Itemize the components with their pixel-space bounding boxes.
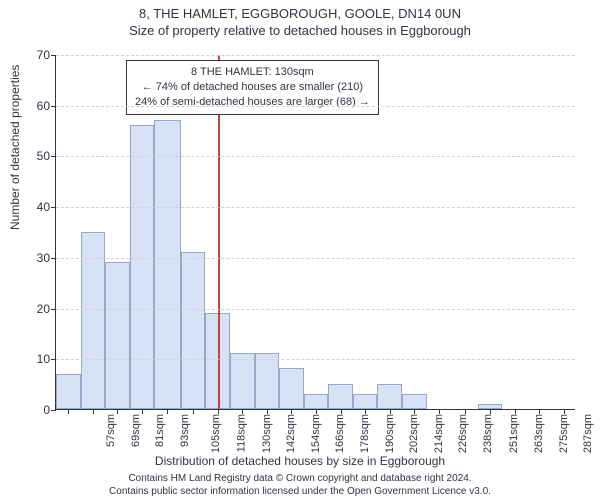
footer-attribution: Contains HM Land Registry data © Crown c… bbox=[0, 473, 600, 498]
y-tick-label: 30 bbox=[37, 251, 50, 265]
chart-title-sub: Size of property relative to detached ho… bbox=[0, 21, 600, 38]
histogram-bar bbox=[56, 374, 81, 410]
x-tick-mark bbox=[490, 409, 491, 414]
plot-area: 8 THE HAMLET: 130sqm← 74% of detached ho… bbox=[55, 55, 575, 410]
x-tick-label: 226sqm bbox=[457, 414, 469, 453]
x-tick-label: 69sqm bbox=[130, 414, 142, 447]
histogram-bar bbox=[279, 368, 304, 409]
x-tick-mark bbox=[390, 409, 391, 414]
x-tick-mark bbox=[142, 409, 143, 414]
x-tick-mark bbox=[167, 409, 168, 414]
histogram-bar bbox=[304, 394, 329, 409]
grid-line bbox=[56, 55, 575, 56]
annotation-line: ← 74% of detached houses are smaller (21… bbox=[135, 80, 370, 95]
y-tick-mark bbox=[51, 309, 56, 310]
x-tick-label: 105sqm bbox=[210, 414, 222, 453]
y-tick-label: 20 bbox=[37, 302, 50, 316]
x-tick-mark bbox=[414, 409, 415, 414]
y-tick-label: 50 bbox=[37, 149, 50, 163]
histogram-bar bbox=[255, 353, 280, 409]
x-tick-mark bbox=[316, 409, 317, 414]
x-tick-mark bbox=[341, 409, 342, 414]
x-tick-label: 130sqm bbox=[261, 414, 273, 453]
histogram-bar bbox=[328, 384, 353, 409]
x-tick-mark bbox=[465, 409, 466, 414]
y-tick-label: 60 bbox=[37, 99, 50, 113]
x-tick-label: 238sqm bbox=[482, 414, 494, 453]
y-tick-label: 10 bbox=[37, 352, 50, 366]
x-tick-label: 93sqm bbox=[179, 414, 191, 447]
footer-line-1: Contains HM Land Registry data © Crown c… bbox=[0, 473, 600, 486]
x-tick-mark bbox=[93, 409, 94, 414]
histogram-bar bbox=[154, 120, 181, 409]
grid-line bbox=[56, 106, 575, 107]
x-tick-mark bbox=[68, 409, 69, 414]
x-tick-label: 142sqm bbox=[285, 414, 297, 453]
histogram-bar bbox=[105, 262, 130, 409]
x-tick-mark bbox=[218, 409, 219, 414]
y-tick-label: 0 bbox=[43, 403, 50, 417]
x-tick-label: 166sqm bbox=[335, 414, 347, 453]
footer-line-2: Contains public sector information licen… bbox=[0, 486, 600, 499]
y-tick-mark bbox=[51, 55, 56, 56]
grid-line bbox=[56, 207, 575, 208]
histogram-bar bbox=[181, 252, 206, 409]
x-tick-mark bbox=[515, 409, 516, 414]
x-tick-mark bbox=[365, 409, 366, 414]
x-tick-mark bbox=[539, 409, 540, 414]
x-tick-label: 287sqm bbox=[582, 414, 594, 453]
x-tick-mark bbox=[291, 409, 292, 414]
x-tick-mark bbox=[242, 409, 243, 414]
grid-line bbox=[56, 156, 575, 157]
y-tick-mark bbox=[51, 156, 56, 157]
x-tick-mark bbox=[193, 409, 194, 414]
histogram-bar bbox=[130, 125, 155, 409]
x-tick-mark bbox=[564, 409, 565, 414]
histogram-bar bbox=[402, 394, 427, 409]
x-tick-label: 214sqm bbox=[433, 414, 445, 453]
x-tick-label: 81sqm bbox=[154, 414, 166, 447]
y-tick-mark bbox=[51, 207, 56, 208]
grid-line bbox=[56, 309, 575, 310]
histogram-bar bbox=[353, 394, 378, 409]
annotation-line: 24% of semi-detached houses are larger (… bbox=[135, 95, 370, 110]
y-axis-label: Number of detached properties bbox=[8, 65, 22, 230]
histogram-bar bbox=[377, 384, 402, 409]
x-tick-mark bbox=[439, 409, 440, 414]
x-tick-mark bbox=[117, 409, 118, 414]
histogram-bar bbox=[230, 353, 255, 409]
grid-line bbox=[56, 359, 575, 360]
chart-container: 8, THE HAMLET, EGGBOROUGH, GOOLE, DN14 0… bbox=[0, 0, 600, 500]
x-tick-label: 57sqm bbox=[105, 414, 117, 447]
x-tick-label: 178sqm bbox=[359, 414, 371, 453]
grid-line bbox=[56, 258, 575, 259]
y-tick-mark bbox=[51, 106, 56, 107]
x-tick-label: 154sqm bbox=[310, 414, 322, 453]
x-tick-label: 263sqm bbox=[533, 414, 545, 453]
y-tick-label: 40 bbox=[37, 200, 50, 214]
y-tick-mark bbox=[51, 410, 56, 411]
x-tick-label: 118sqm bbox=[235, 414, 247, 452]
x-tick-mark bbox=[267, 409, 268, 414]
y-tick-mark bbox=[51, 359, 56, 360]
chart-title-main: 8, THE HAMLET, EGGBOROUGH, GOOLE, DN14 0… bbox=[0, 0, 600, 21]
y-tick-label: 70 bbox=[37, 48, 50, 62]
x-tick-label: 251sqm bbox=[509, 414, 521, 453]
annotation-line: 8 THE HAMLET: 130sqm bbox=[135, 65, 370, 80]
y-tick-mark bbox=[51, 258, 56, 259]
x-axis-label: Distribution of detached houses by size … bbox=[0, 454, 600, 468]
x-tick-label: 275sqm bbox=[558, 414, 570, 453]
x-tick-label: 190sqm bbox=[384, 414, 396, 453]
x-tick-label: 202sqm bbox=[408, 414, 420, 453]
